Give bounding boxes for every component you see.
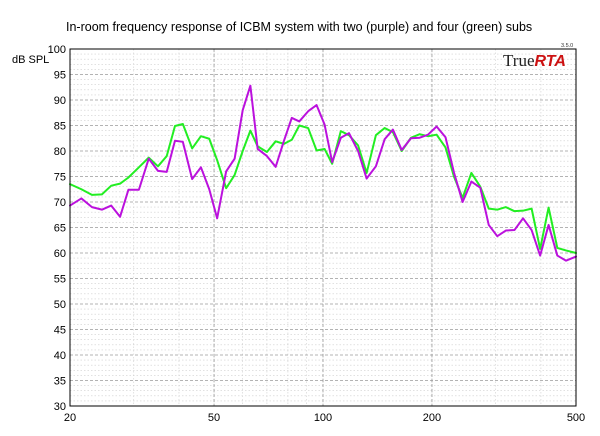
brand-prefix: True [503,51,535,70]
y-tick-labels: 30 35 40 45 50 55 60 65 70 75 80 85 90 95 100 [48,44,66,413]
x-tick-label: 20 [64,412,76,424]
y-tick-label: 30 [54,401,66,413]
x-tick-label: 100 [314,412,332,424]
x-tick-label: 500 [567,412,585,424]
chart-title: In-room frequency response of ICBM syste… [66,20,532,34]
y-tick-label: 70 [54,197,66,209]
y-tick-label: 65 [54,223,66,235]
y-tick-label: 45 [54,325,66,337]
y-tick-label: 55 [54,274,66,286]
y-tick-label: 35 [54,376,66,388]
brand-version: 3.5.0 [561,43,573,49]
series-layer [69,84,577,262]
series-line-2 [69,84,577,262]
y-tick-label: 40 [54,350,66,362]
y-tick-label: 75 [54,172,66,184]
brand-accent: RTA [535,53,566,70]
y-tick-label: 100 [48,44,66,56]
y-tick-label: 60 [54,248,66,260]
x-tick-labels: 20 50 100 200 500 [64,412,585,424]
plot-frame [69,48,577,407]
brand-logo: TrueRTA [503,51,566,70]
x-tick-label: 50 [208,412,220,424]
x-tick-label: 200 [423,412,441,424]
y-tick-label: 50 [54,299,66,311]
y-tick-label: 80 [54,146,66,158]
series-line-1 [69,122,577,254]
y-axis-label: dB SPL [12,54,49,66]
y-tick-label: 90 [54,95,66,107]
y-tick-label: 95 [54,70,66,82]
y-tick-label: 85 [54,121,66,133]
